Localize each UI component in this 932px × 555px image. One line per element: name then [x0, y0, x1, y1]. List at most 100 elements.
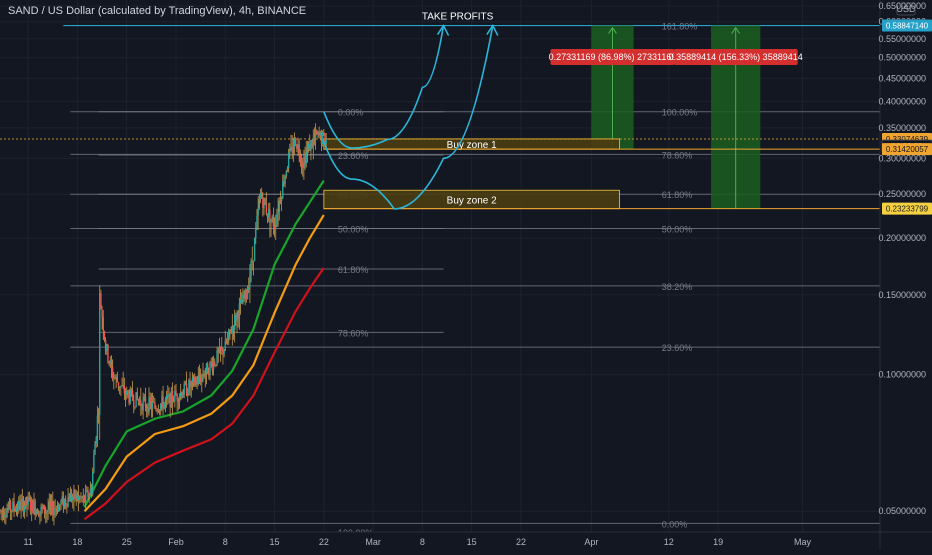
candle-body — [297, 144, 299, 149]
candle-body — [293, 138, 296, 149]
candle-body — [178, 396, 181, 402]
candle-body — [46, 511, 48, 513]
candle-body — [241, 300, 243, 304]
y-tick-label: 0.25000000 — [878, 189, 926, 199]
candle-body — [263, 198, 265, 208]
candle-body — [7, 508, 9, 511]
candle-body — [271, 216, 273, 220]
candle-body — [292, 148, 295, 154]
y-tick-label: 0.10000000 — [878, 370, 926, 380]
candle-body — [252, 260, 255, 262]
candle-body — [304, 156, 306, 164]
candle-body — [198, 375, 201, 378]
currency-label: USD — [896, 4, 916, 14]
candle-body — [170, 390, 173, 408]
candle-body — [243, 294, 245, 299]
candle-body — [209, 362, 211, 376]
candle-body — [320, 132, 323, 144]
candle-body — [309, 143, 311, 151]
candle-body — [210, 362, 212, 364]
candle-body — [172, 401, 175, 402]
candle-body — [232, 326, 235, 330]
ema-slow-line — [83, 267, 325, 521]
candle-body — [74, 490, 76, 499]
candle-body — [310, 140, 312, 151]
candle-body — [137, 399, 140, 402]
candle-body — [313, 138, 316, 140]
x-axis-panel — [0, 532, 932, 550]
candle-body — [171, 390, 174, 402]
candle-body — [145, 406, 148, 409]
candle-body — [30, 499, 33, 511]
candle-body — [182, 394, 184, 398]
candle-body — [258, 199, 261, 209]
candle-body — [99, 293, 101, 415]
candle-body — [279, 200, 282, 202]
candle-body — [0, 510, 1, 512]
candle-body — [126, 390, 128, 395]
y-tick-label: 0.30000000 — [878, 153, 926, 163]
projection-arrows — [323, 23, 499, 210]
candle-body — [36, 510, 39, 515]
candle-body — [9, 501, 12, 512]
price-tag — [882, 19, 932, 32]
candle-body — [131, 390, 134, 400]
candle-body — [284, 176, 286, 185]
candle-body — [19, 500, 21, 510]
candle-body — [239, 300, 242, 304]
candle-body — [156, 410, 158, 411]
candle-body — [211, 363, 214, 371]
candle-body — [87, 490, 89, 497]
candle-body — [65, 499, 67, 504]
candle-body — [181, 392, 183, 398]
candle-body — [23, 506, 26, 513]
candle-body — [299, 155, 302, 162]
candle-body — [116, 376, 119, 383]
projection-arrow-head — [436, 23, 450, 36]
candle-body — [69, 492, 72, 502]
candle-body — [100, 293, 102, 310]
candle-body — [113, 377, 115, 379]
candle-body — [11, 510, 13, 512]
fib-extension-label: 161.80% — [662, 22, 698, 32]
candle-body — [184, 383, 187, 385]
candle-body — [41, 506, 43, 510]
candle-body — [199, 377, 202, 382]
candle-body — [197, 375, 199, 384]
candle-body — [13, 501, 15, 509]
target-arrow-head — [608, 26, 617, 34]
candle-body — [76, 494, 79, 501]
candle-body — [155, 407, 157, 411]
price-tag — [882, 202, 932, 215]
candle-body — [43, 505, 46, 514]
candle-body — [215, 364, 217, 366]
candle-body — [122, 385, 124, 386]
candle-body — [84, 491, 87, 502]
candle-body — [267, 209, 270, 218]
candle-body — [39, 511, 41, 516]
candle-body — [94, 443, 96, 456]
candle-body — [35, 510, 38, 515]
x-tick-label: 19 — [713, 537, 723, 547]
candle-body — [34, 501, 36, 515]
x-tick-label: Apr — [584, 537, 598, 547]
x-tick-label: 18 — [72, 537, 82, 547]
candle-body — [190, 381, 192, 388]
candle-body — [189, 380, 191, 388]
target-arrow-head — [731, 26, 741, 34]
candle-body — [129, 389, 131, 404]
candle-body — [148, 397, 150, 413]
candle-body — [104, 340, 107, 352]
candle-body — [25, 497, 27, 507]
candle-body — [49, 502, 52, 506]
candle-body — [262, 197, 264, 208]
candle-body — [249, 275, 251, 288]
candle-body — [179, 392, 182, 397]
price-tag-label: 0.58847140 — [886, 22, 929, 31]
candle-body — [256, 215, 258, 228]
candle-body — [103, 331, 106, 341]
chart-title: SAND / US Dollar (calculated by TradingV… — [8, 5, 306, 17]
candle-body — [93, 455, 95, 473]
candle-body — [47, 509, 49, 512]
candle-body — [214, 361, 216, 365]
